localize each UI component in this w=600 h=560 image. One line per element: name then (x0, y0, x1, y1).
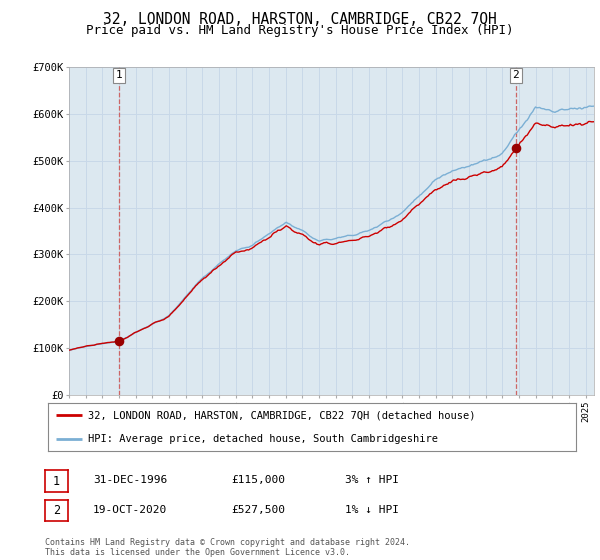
Text: 1% ↓ HPI: 1% ↓ HPI (345, 505, 399, 515)
Text: 1: 1 (53, 474, 60, 488)
Text: £115,000: £115,000 (231, 475, 285, 486)
Text: 3% ↑ HPI: 3% ↑ HPI (345, 475, 399, 486)
Point (114, 337, 124, 346)
Text: £527,500: £527,500 (231, 505, 285, 515)
Point (511, 143, 520, 152)
Text: 1: 1 (115, 71, 122, 81)
Text: 2: 2 (512, 71, 519, 81)
Text: Contains HM Land Registry data © Crown copyright and database right 2024.
This d: Contains HM Land Registry data © Crown c… (45, 538, 410, 557)
Text: HPI: Average price, detached house, South Cambridgeshire: HPI: Average price, detached house, Sout… (88, 434, 437, 444)
Text: 2: 2 (53, 503, 60, 517)
Text: Price paid vs. HM Land Registry's House Price Index (HPI): Price paid vs. HM Land Registry's House … (86, 24, 514, 36)
Text: 31-DEC-1996: 31-DEC-1996 (93, 475, 167, 486)
Text: 32, LONDON ROAD, HARSTON, CAMBRIDGE, CB22 7QH (detached house): 32, LONDON ROAD, HARSTON, CAMBRIDGE, CB2… (88, 410, 475, 420)
Text: 19-OCT-2020: 19-OCT-2020 (93, 505, 167, 515)
Text: 32, LONDON ROAD, HARSTON, CAMBRIDGE, CB22 7QH: 32, LONDON ROAD, HARSTON, CAMBRIDGE, CB2… (103, 12, 497, 27)
